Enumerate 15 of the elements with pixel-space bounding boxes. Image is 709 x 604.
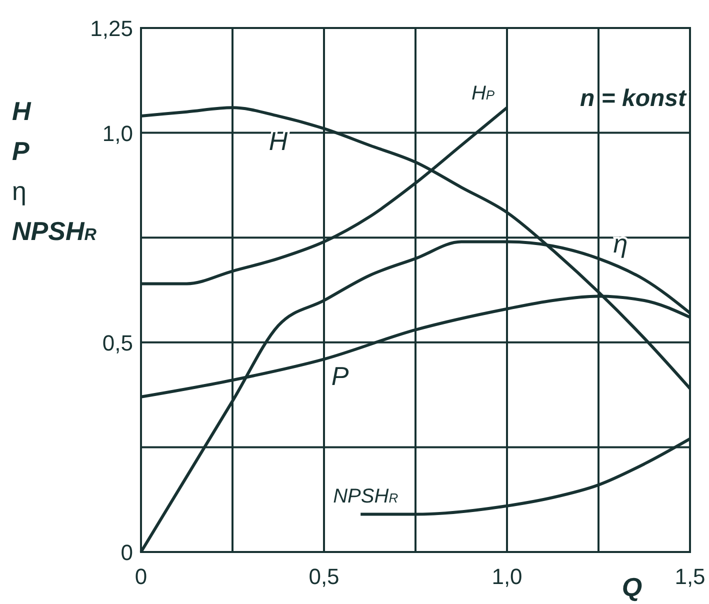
x-tick-label: 1,0 xyxy=(492,564,522,589)
series-label: HP xyxy=(471,82,495,105)
x-tick-label: 0,5 xyxy=(308,564,340,589)
series-label: NPSHR xyxy=(333,485,398,508)
series-label: P xyxy=(331,361,350,392)
annotation: n = konst xyxy=(580,85,687,112)
y-tick-label: 1,25 xyxy=(90,16,133,41)
y-tick-label: 0 xyxy=(120,540,133,565)
y-tick-label: 0,5 xyxy=(102,330,133,356)
series-label: H xyxy=(268,126,288,156)
x-tick-label: 1,5 xyxy=(674,564,706,589)
series-label: η xyxy=(613,228,628,259)
y-tick-label: 1,0 xyxy=(102,120,133,146)
y-axis-title: H P η NPSHR xyxy=(12,96,98,246)
x-axis-title: Q xyxy=(622,572,642,602)
